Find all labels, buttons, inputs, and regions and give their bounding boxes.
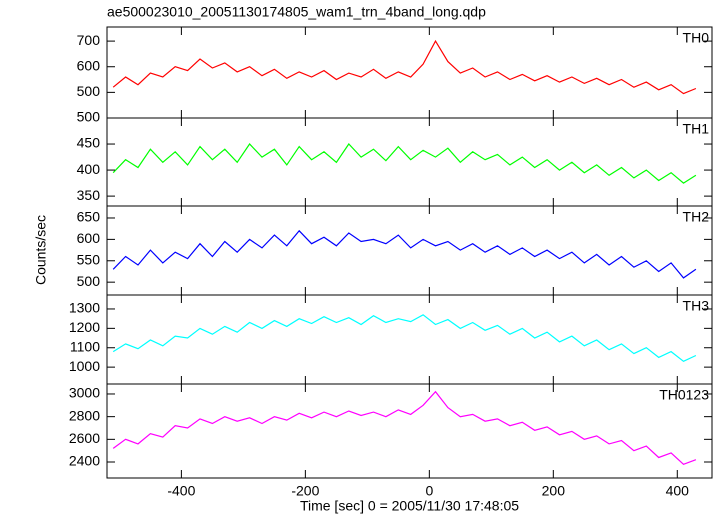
y-tick-label: 1000 <box>69 358 100 374</box>
panel-frame <box>106 26 713 119</box>
x-tick-label: 400 <box>666 483 690 499</box>
series-label: TH1 <box>683 121 710 137</box>
y-tick-label: 2600 <box>69 430 100 446</box>
x-axis-label: Time [sec] 0 = 2005/11/30 17:48:05 <box>300 498 519 514</box>
series-label: TH0 <box>683 30 710 46</box>
y-tick-label: 400 <box>77 161 101 177</box>
x-tick-label: -400 <box>167 483 195 499</box>
series-label: TH2 <box>683 209 710 225</box>
series-label: TH3 <box>683 298 710 314</box>
y-tick-label: 600 <box>77 57 101 73</box>
y-tick-label: 500 <box>77 83 101 99</box>
y-tick-label: 700 <box>77 32 101 48</box>
data-line <box>112 39 697 95</box>
chart-title: ae500023010_20051130174805_wam1_trn_4ban… <box>107 4 486 20</box>
y-tick-label: 1100 <box>70 338 100 354</box>
panel-frame <box>106 383 713 479</box>
data-line <box>112 143 697 184</box>
y-axis-label: Counts/sec <box>33 215 49 285</box>
y-tick-label: 600 <box>77 230 101 246</box>
y-tick-label: 500 <box>77 109 101 125</box>
data-line <box>112 314 697 362</box>
data-line <box>112 229 697 279</box>
data-line <box>112 390 697 465</box>
y-tick-label: 2800 <box>69 407 100 423</box>
y-tick-label: 450 <box>77 135 101 151</box>
y-tick-label: 350 <box>77 187 101 203</box>
y-tick-label: 3000 <box>69 385 100 401</box>
y-tick-label: 2400 <box>69 453 100 469</box>
x-tick-label: 200 <box>542 483 566 499</box>
y-tick-label: 1200 <box>69 319 100 335</box>
panel-frame <box>106 294 713 385</box>
x-tick-label: 0 <box>425 483 433 499</box>
series-label: TH0123 <box>659 387 709 403</box>
y-tick-label: 500 <box>77 273 101 289</box>
panel-frame <box>106 205 713 296</box>
y-tick-label: 550 <box>77 251 101 267</box>
y-tick-label: 1300 <box>69 300 100 316</box>
panel-frame <box>106 117 713 207</box>
y-tick-label: 650 <box>77 209 101 225</box>
x-tick-label: -200 <box>291 483 319 499</box>
